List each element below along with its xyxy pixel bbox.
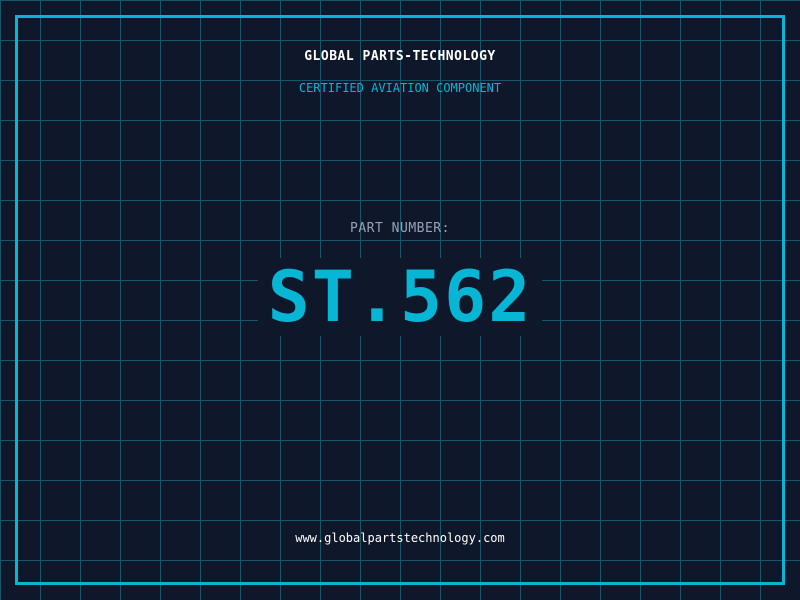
border-frame	[15, 15, 785, 585]
website-url: www.globalpartstechnology.com	[295, 531, 505, 545]
part-number: ST.562	[257, 258, 543, 336]
part-number-label: PART NUMBER:	[350, 221, 450, 236]
company-title: GLOBAL PARTS-TECHNOLOGY	[304, 49, 496, 64]
part-number-container: ST.562	[0, 258, 800, 336]
subtitle: CERTIFIED AVIATION COMPONENT	[298, 81, 502, 95]
